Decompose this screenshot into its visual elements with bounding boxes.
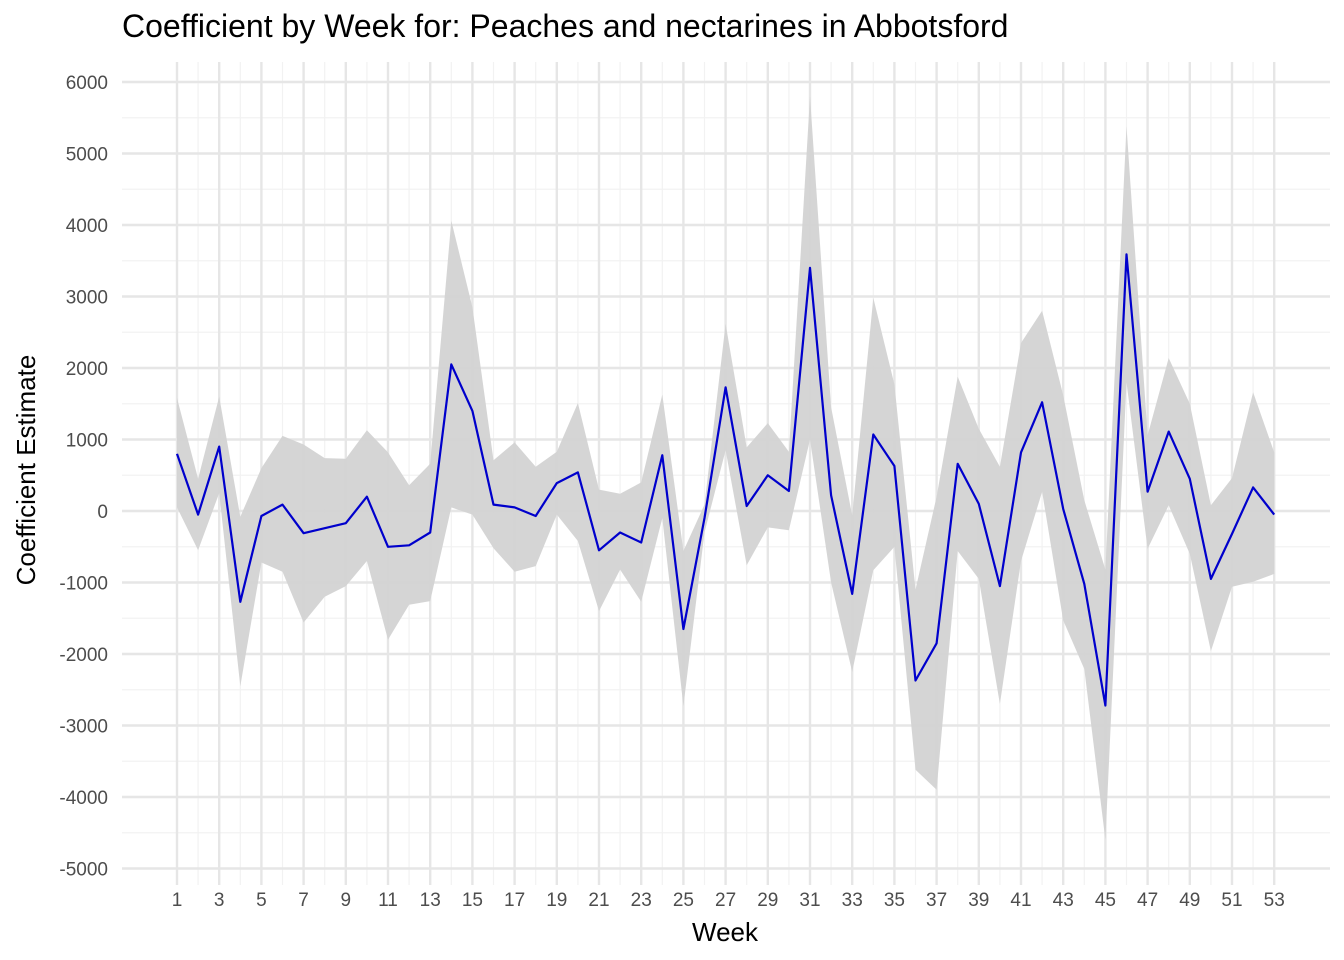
y-axis-title: Coefficient Estimate <box>11 355 41 586</box>
x-tick-label: 27 <box>715 890 736 911</box>
x-tick-label: 25 <box>673 890 694 911</box>
x-tick-label: 13 <box>420 890 441 911</box>
x-tick-label: 21 <box>588 890 609 911</box>
x-tick-label: 49 <box>1179 890 1200 911</box>
x-tick-label: 45 <box>1095 890 1116 911</box>
x-tick-label: 3 <box>214 890 225 911</box>
y-tick-label: -5000 <box>59 860 108 881</box>
y-tick-label: -4000 <box>59 788 108 809</box>
x-tick-label: 35 <box>884 890 905 911</box>
y-tick-label: 1000 <box>66 431 108 452</box>
x-tick-label: 23 <box>631 890 652 911</box>
coefficient-line <box>175 253 1276 707</box>
y-tick-label: -3000 <box>59 717 108 738</box>
confidence-band <box>177 96 1275 840</box>
y-tick-label: 2000 <box>66 359 108 380</box>
chart-title: Coefficient by Week for: Peaches and nec… <box>122 8 1009 44</box>
y-tick-label: 5000 <box>66 145 108 166</box>
x-tick-label: 51 <box>1221 890 1242 911</box>
x-tick-label: 53 <box>1264 890 1285 911</box>
x-tick-label: 47 <box>1137 890 1158 911</box>
y-axis-ticks: 6000 5000 4000 3000 2000 1000 0 -1000 -2000 -3000… <box>59 73 108 881</box>
y-tick-label: 6000 <box>66 73 108 94</box>
x-tick-label: 39 <box>968 890 989 911</box>
x-tick-label: 5 <box>256 890 267 911</box>
x-tick-label: 19 <box>546 890 567 911</box>
y-tick-label: -2000 <box>59 645 108 666</box>
x-tick-label: 37 <box>926 890 947 911</box>
x-tick-label: 33 <box>842 890 863 911</box>
x-axis-ticks: 1 3 5 7 9 11 13 15 17 19 21 23 25 27 29 31 33 35 37 39 41 43 4… <box>172 890 1285 911</box>
x-axis-title: Week <box>692 917 759 947</box>
x-tick-label: 11 <box>378 890 398 911</box>
x-tick-label: 15 <box>462 890 483 911</box>
x-tick-label: 41 <box>1010 890 1031 911</box>
x-tick-label: 9 <box>341 890 352 911</box>
x-tick-label: 7 <box>298 890 309 911</box>
x-tick-label: 17 <box>504 890 525 911</box>
x-tick-label: 43 <box>1053 890 1074 911</box>
x-tick-label: 31 <box>799 890 820 911</box>
y-tick-label: 3000 <box>66 288 108 309</box>
y-tick-label: -1000 <box>59 574 108 595</box>
y-tick-label: 4000 <box>66 216 108 237</box>
x-tick-label: 29 <box>757 890 778 911</box>
y-tick-label: 0 <box>97 502 108 523</box>
x-tick-label: 1 <box>172 890 183 911</box>
